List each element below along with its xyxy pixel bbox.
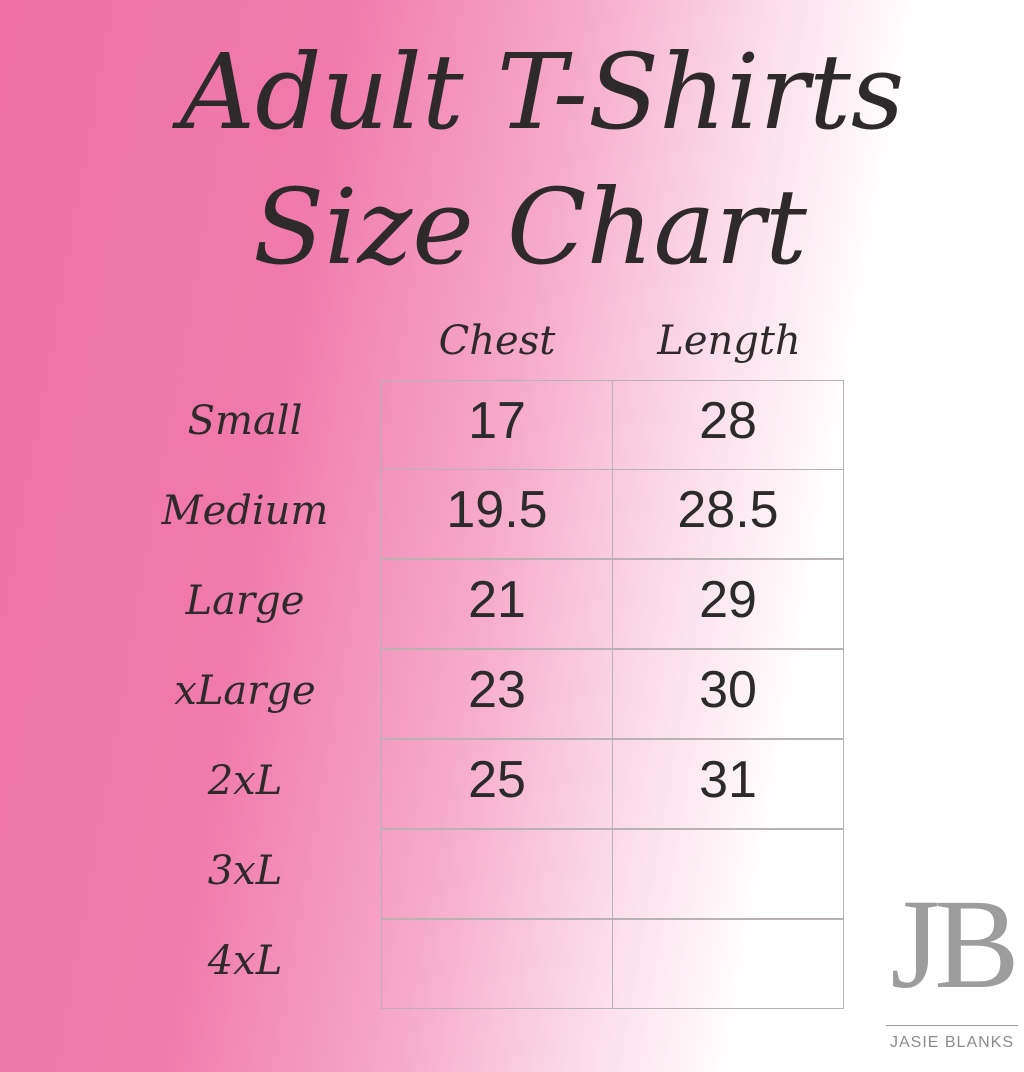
table-cell: [612, 919, 844, 1009]
row-label: 4xL: [207, 938, 283, 984]
table-cell: [381, 919, 613, 1009]
title-line: Adult T-Shirts: [180, 31, 905, 153]
table-cell: 21: [381, 559, 613, 649]
table-cell: 30: [612, 649, 844, 739]
row-label: 3xL: [207, 848, 283, 894]
table-cell: 28: [612, 380, 844, 470]
table-cell: 17: [381, 380, 613, 470]
table-cell: 25: [381, 739, 613, 829]
logo-divider: [886, 1025, 1018, 1026]
table-cell: [381, 829, 613, 919]
table-cell: [612, 829, 844, 919]
logo-mark: JB: [890, 873, 1019, 1015]
logo-text: JASIE BLANKS: [889, 1034, 1015, 1051]
row-label: 2xL: [207, 758, 283, 804]
row-label: Large: [185, 578, 305, 624]
row-label: xLarge: [174, 668, 316, 714]
table-cell: 19.5: [381, 469, 613, 559]
table-cell: 29: [612, 559, 844, 649]
table-cell: 23: [381, 649, 613, 739]
column-header: Chest: [438, 318, 556, 364]
row-label: Medium: [161, 488, 329, 534]
table-cell: 31: [612, 739, 844, 829]
table-cell: 28.5: [612, 469, 844, 559]
column-header: Length: [657, 318, 801, 364]
title-line: Size Chart: [253, 166, 807, 288]
row-label: Small: [187, 398, 303, 444]
